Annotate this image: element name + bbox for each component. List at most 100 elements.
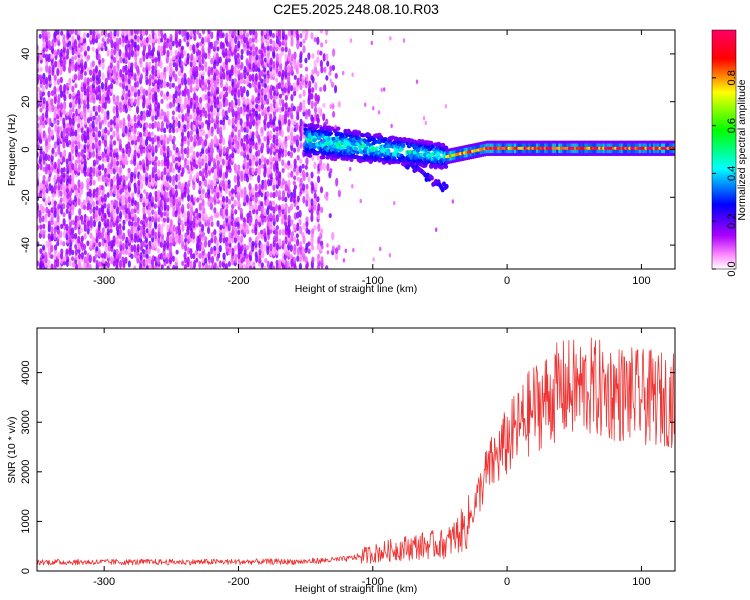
heat-cell (231, 127, 235, 133)
heat-cell (287, 214, 291, 222)
heat-cell (47, 133, 52, 143)
heat-cell (322, 53, 326, 62)
heat-cell (255, 236, 259, 244)
heat-cell (160, 120, 164, 130)
heat-cell (252, 50, 256, 57)
heat-cell (112, 94, 116, 102)
heat-cell (151, 46, 156, 53)
heat-cell (206, 226, 211, 235)
heat-cell (106, 252, 111, 259)
heat-cell (331, 231, 335, 241)
heat-cell (148, 123, 152, 129)
heat-cell (287, 107, 291, 113)
heat-cell (293, 158, 297, 166)
heat-cell (62, 212, 66, 218)
heat-cell (79, 44, 83, 53)
heat-cell (219, 144, 223, 150)
heat-cell (281, 69, 285, 77)
heat-cell (278, 229, 282, 236)
heat-cell (53, 200, 57, 206)
heat-cell (50, 122, 54, 128)
heat-cell (210, 237, 214, 244)
heat-cell (268, 134, 273, 141)
heat-cell (169, 167, 173, 173)
colorbar-label: Normalized spectral amplitude (736, 79, 748, 220)
heat-cell (98, 261, 102, 268)
y-tick-label: 0 (20, 568, 32, 574)
heat-cell (189, 30, 193, 37)
heat-cell (341, 145, 347, 150)
heat-cell (133, 250, 138, 259)
heat-cell (98, 216, 102, 222)
heat-cell (195, 151, 200, 158)
heat-cell (94, 65, 99, 74)
heat-cell (227, 198, 232, 205)
heat-cell (133, 182, 137, 189)
heat-cell (254, 251, 258, 258)
heat-cell (292, 86, 297, 92)
heat-cell (139, 57, 143, 65)
heat-cell (252, 80, 256, 88)
heat-cell (83, 130, 87, 139)
heat-cell (189, 130, 193, 136)
heat-cell (254, 30, 258, 40)
heat-cell (284, 109, 288, 118)
heat-cell (222, 220, 227, 228)
heat-cell (138, 173, 143, 182)
heat-cell (91, 150, 96, 158)
heat-cell (269, 103, 273, 110)
heat-cell (272, 138, 276, 144)
heat-cell (124, 73, 128, 83)
heat-cell (59, 230, 63, 239)
heat-cell (201, 158, 205, 167)
heat-cell (74, 139, 78, 145)
heat-cell (307, 52, 311, 60)
heat-cell (189, 173, 193, 182)
heat-cell (53, 141, 57, 149)
heat-cell (137, 224, 141, 232)
heat-cell (186, 31, 190, 41)
heat-cell (252, 62, 256, 68)
heat-cell (221, 108, 225, 118)
heat-cell (186, 160, 190, 166)
heat-cell (184, 220, 188, 227)
heat-cell (54, 105, 58, 112)
heat-cell (254, 46, 259, 52)
heat-cell (94, 126, 98, 133)
heat-cell (313, 101, 318, 108)
heat-cell (168, 175, 172, 183)
heat-cell (334, 72, 338, 79)
heat-cell (293, 90, 297, 97)
heat-cell (135, 105, 140, 115)
heat-cell (281, 177, 285, 186)
heat-cell (210, 114, 214, 123)
heat-cell (175, 249, 179, 255)
heat-cell (94, 110, 98, 117)
heat-cell (171, 40, 175, 47)
heat-cell (124, 125, 128, 134)
heat-cell (88, 127, 93, 133)
heat-cell (196, 197, 200, 203)
heat-cell (310, 171, 314, 179)
heat-cell (130, 221, 134, 227)
heat-cell (148, 255, 152, 265)
heat-cell (239, 106, 243, 115)
heat-cell (65, 223, 69, 231)
heat-cell (133, 167, 138, 175)
heat-cell (74, 114, 78, 123)
heat-cell (400, 142, 406, 147)
heat-cell (201, 93, 206, 102)
heat-cell (210, 221, 214, 227)
heat-cell (98, 241, 102, 247)
heat-cell (66, 48, 70, 57)
heat-cell (332, 129, 338, 134)
heat-cell (329, 65, 333, 72)
heat-cell (195, 114, 200, 121)
heat-cell (136, 243, 140, 253)
heat-cell (274, 158, 279, 168)
heat-cell (166, 49, 170, 58)
heat-cell (334, 252, 339, 261)
heat-cell (303, 127, 308, 132)
heat-cell (313, 106, 318, 114)
heat-cell (316, 196, 320, 203)
